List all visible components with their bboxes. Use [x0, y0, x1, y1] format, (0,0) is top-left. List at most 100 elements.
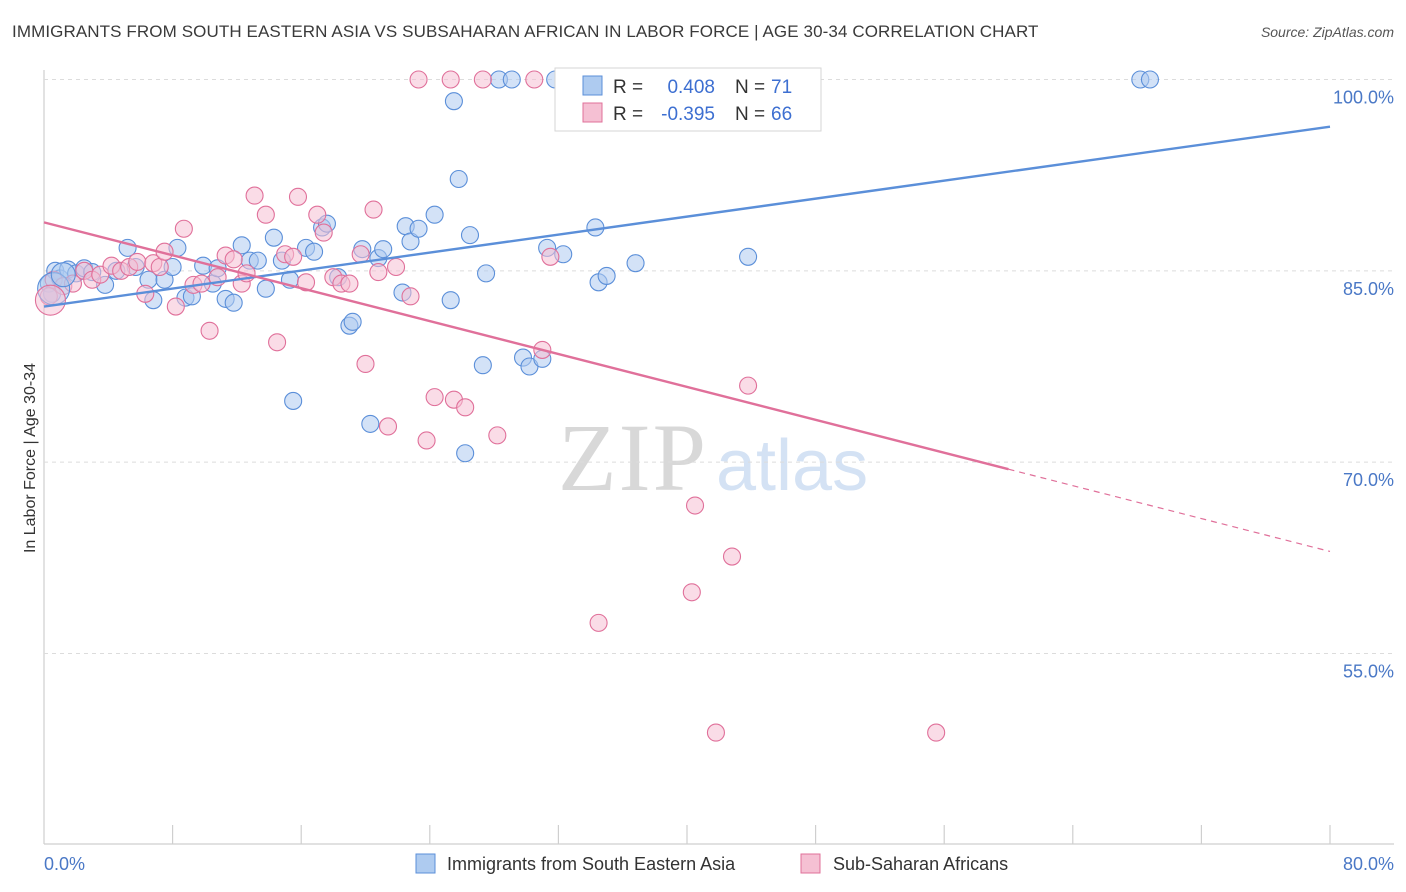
- series-legend-label-sea: Immigrants from South Eastern Asia: [447, 854, 736, 874]
- point-sea-50: [449, 169, 468, 189]
- point-sea-38: [343, 312, 362, 331]
- legend-r-label-ssa: R =: [613, 104, 643, 125]
- point-ssa-32: [308, 205, 327, 224]
- point-ssa-49: [456, 398, 475, 417]
- point-sea-68: [739, 247, 758, 266]
- point-ssa-31: [296, 273, 316, 292]
- trend-lines: [43, 125, 1331, 553]
- point-sea-47: [425, 205, 444, 224]
- point-ssa-16: [174, 219, 193, 238]
- trend-line-ssa: [43, 221, 1009, 471]
- point-ssa-65: [927, 723, 946, 742]
- point-ssa-25: [245, 186, 264, 205]
- legend-n-label-sea: N =: [735, 77, 765, 98]
- point-ssa-44: [409, 70, 428, 89]
- point-ssa-56: [589, 613, 608, 632]
- series-legend-label-ssa: Sub-Saharan Africans: [833, 854, 1008, 874]
- y-tick-label-1: 85.0%: [1343, 279, 1394, 299]
- point-cluster-1: [34, 284, 66, 316]
- point-ssa-38: [356, 354, 375, 373]
- point-sea-24: [232, 236, 251, 255]
- trend-line-ssa-extension: [1008, 468, 1331, 553]
- point-ssa-62: [739, 376, 758, 395]
- point-ssa-61: [722, 547, 742, 566]
- point-sea-31: [284, 391, 303, 410]
- point-sea-53: [473, 356, 492, 375]
- point-ssa-50: [473, 70, 492, 89]
- point-sea-40: [361, 414, 380, 433]
- y-tick-label-3: 55.0%: [1343, 662, 1394, 682]
- series-legend-swatch-sea: [415, 853, 436, 874]
- point-ssa-51: [488, 426, 507, 445]
- x-tick-marks: [172, 825, 1331, 844]
- point-sea-66: [597, 266, 616, 285]
- legend-r-value-sea: 0.408: [667, 77, 715, 98]
- legend-swatch-ssa: [582, 102, 603, 123]
- point-ssa-10: [128, 252, 147, 271]
- legend-r-value-ssa: -0.395: [661, 104, 715, 125]
- point-ssa-29: [284, 247, 303, 266]
- point-ssa-64: [706, 723, 725, 742]
- series-legend: Immigrants from South Eastern Asia Sub-S…: [415, 853, 1008, 874]
- point-ssa-13: [150, 257, 169, 277]
- point-sea-67: [626, 254, 645, 273]
- data-points: [34, 70, 1160, 742]
- y-tick-label-0: 100.0%: [1333, 88, 1394, 108]
- point-ssa-36: [340, 274, 359, 293]
- point-ssa-41: [378, 417, 398, 436]
- point-ssa-45: [417, 431, 436, 450]
- point-ssa-60: [685, 496, 705, 515]
- y-tick-label-2: 70.0%: [1343, 470, 1394, 490]
- source-credit: Source: ZipAtlas.com: [1260, 24, 1394, 40]
- legend-n-label-ssa: N =: [735, 104, 765, 125]
- point-sea-26: [248, 251, 267, 270]
- point-ssa-33: [314, 223, 333, 242]
- watermark-zip: ZIP: [558, 404, 708, 511]
- point-sea-54: [477, 264, 496, 283]
- point-ssa-43: [401, 287, 420, 306]
- point-ssa-47: [441, 70, 460, 89]
- point-ssa-46: [425, 388, 444, 407]
- y-tick-labels: 100.0% 85.0% 70.0% 55.0%: [1333, 88, 1394, 682]
- point-ssa-40: [369, 263, 388, 282]
- x-tick-label-min: 0.0%: [44, 854, 85, 874]
- point-ssa-59: [682, 583, 701, 602]
- point-sea-49: [444, 92, 463, 111]
- point-cluster-2: [50, 262, 76, 288]
- chart-title: IMMIGRANTS FROM SOUTH EASTERN ASIA VS SU…: [12, 22, 1039, 41]
- series-legend-swatch-ssa: [800, 853, 821, 874]
- point-sea-48: [441, 291, 460, 310]
- point-sea-46: [409, 219, 428, 238]
- point-ssa-27: [268, 333, 287, 352]
- correlation-legend: R = 0.408 N = 71 R = -0.395 N = 66: [554, 67, 822, 132]
- legend-r-label-sea: R =: [613, 77, 643, 98]
- watermark-atlas: atlas: [716, 426, 868, 506]
- point-ssa-39: [364, 200, 383, 219]
- point-ssa-19: [200, 321, 219, 340]
- point-sea-28: [264, 228, 283, 247]
- point-sea-56: [502, 70, 521, 89]
- legend-swatch-sea: [582, 75, 603, 96]
- gridlines: [44, 79, 1394, 654]
- point-ssa-52: [525, 70, 544, 89]
- point-sea-45: [401, 232, 420, 251]
- point-sea-51: [456, 444, 475, 463]
- point-sea-52: [460, 226, 480, 245]
- point-sea-42: [374, 240, 393, 259]
- point-sea-27: [256, 279, 275, 298]
- point-sea-33: [305, 242, 324, 261]
- x-tick-label-max: 80.0%: [1343, 854, 1394, 874]
- point-ssa-37: [351, 245, 370, 264]
- point-sea-23: [224, 293, 243, 312]
- legend-n-value-ssa: 66: [771, 104, 792, 125]
- legend-n-value-sea: 71: [771, 77, 792, 98]
- point-sea-70: [1140, 70, 1160, 89]
- point-ssa-30: [288, 187, 308, 206]
- point-ssa-42: [386, 257, 406, 277]
- y-axis-label: In Labor Force | Age 30-34: [22, 363, 39, 553]
- point-ssa-15: [166, 297, 185, 316]
- trend-line-sea: [43, 125, 1331, 308]
- point-ssa-54: [541, 247, 560, 266]
- point-ssa-22: [224, 250, 243, 269]
